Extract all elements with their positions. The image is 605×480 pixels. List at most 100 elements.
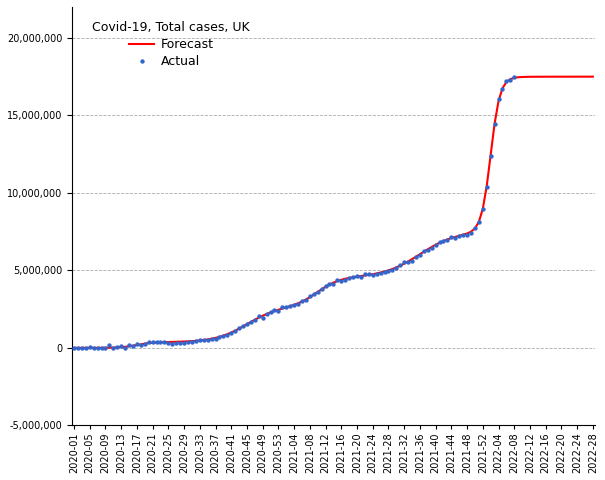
Actual — [309, 290, 319, 298]
Actual — [459, 231, 468, 239]
Actual — [313, 288, 322, 296]
Actual — [191, 337, 201, 345]
Forecast — [70, 345, 77, 351]
Actual — [270, 307, 280, 314]
Actual — [427, 244, 437, 252]
Actual — [341, 276, 350, 283]
Actual — [81, 344, 91, 352]
Actual — [396, 262, 405, 269]
Actual — [293, 300, 303, 308]
Actual — [144, 338, 154, 346]
Actual — [289, 301, 299, 309]
Actual — [384, 267, 393, 275]
Actual — [470, 225, 480, 232]
Actual — [407, 257, 417, 264]
Actual — [215, 334, 224, 341]
Actual — [391, 264, 401, 271]
Actual — [286, 302, 295, 310]
Actual — [509, 73, 519, 81]
Forecast — [569, 74, 577, 80]
Actual — [120, 344, 130, 352]
Actual — [411, 253, 421, 261]
Line: Forecast: Forecast — [74, 77, 593, 348]
Actual — [113, 343, 122, 351]
Actual — [360, 271, 370, 278]
Actual — [301, 296, 311, 303]
Actual — [451, 234, 460, 242]
Actual — [380, 268, 390, 276]
Actual — [97, 344, 106, 352]
Actual — [195, 336, 204, 344]
Actual — [388, 266, 397, 274]
Actual — [281, 303, 291, 311]
Actual — [211, 335, 220, 343]
Actual — [443, 236, 453, 244]
Actual — [478, 205, 488, 213]
Actual — [234, 324, 244, 331]
Actual — [163, 339, 173, 347]
Actual — [273, 307, 283, 314]
Actual — [336, 277, 346, 285]
Actual — [108, 344, 118, 352]
Actual — [423, 246, 433, 253]
Actual — [226, 329, 236, 337]
Actual — [223, 331, 232, 338]
Actual — [376, 269, 385, 277]
Actual — [77, 344, 87, 351]
Actual — [175, 339, 185, 347]
Actual — [462, 231, 472, 239]
Actual — [278, 303, 287, 311]
Actual — [266, 309, 275, 316]
Actual — [168, 340, 177, 348]
Actual — [258, 314, 267, 322]
Actual — [231, 327, 240, 335]
Actual — [238, 323, 248, 330]
Forecast — [106, 345, 113, 350]
Actual — [317, 285, 327, 293]
Actual — [124, 341, 134, 349]
Actual — [254, 312, 264, 320]
Actual — [183, 338, 193, 346]
Actual — [404, 258, 413, 266]
Actual — [364, 270, 374, 277]
Actual — [454, 232, 464, 240]
Actual — [132, 340, 142, 348]
Forecast — [413, 254, 420, 260]
Actual — [474, 218, 484, 226]
Actual — [494, 95, 503, 103]
Actual — [348, 273, 358, 281]
Actual — [69, 344, 79, 351]
Actual — [140, 341, 149, 348]
Actual — [305, 293, 315, 300]
Actual — [73, 344, 83, 352]
Actual — [505, 76, 515, 84]
Actual — [207, 335, 217, 343]
Forecast — [589, 74, 597, 80]
Actual — [203, 336, 212, 344]
Actual — [415, 251, 425, 258]
Actual — [218, 332, 228, 339]
Actual — [148, 338, 157, 346]
Actual — [329, 280, 338, 288]
Actual — [486, 152, 495, 159]
Actual — [128, 342, 138, 349]
Actual — [262, 310, 272, 317]
Actual — [116, 343, 126, 350]
Actual — [89, 344, 99, 352]
Actual — [482, 183, 492, 191]
Actual — [155, 338, 165, 346]
Actual — [431, 241, 440, 249]
Actual — [105, 342, 114, 349]
Forecast — [558, 74, 565, 80]
Actual — [250, 316, 260, 324]
Actual — [325, 280, 335, 288]
Actual — [489, 120, 499, 128]
Actual — [435, 239, 445, 246]
Actual — [297, 298, 307, 305]
Actual — [85, 343, 94, 351]
Actual — [160, 338, 169, 346]
Actual — [321, 283, 330, 290]
Actual — [368, 271, 378, 278]
Actual — [497, 85, 507, 93]
Forecast — [397, 263, 404, 268]
